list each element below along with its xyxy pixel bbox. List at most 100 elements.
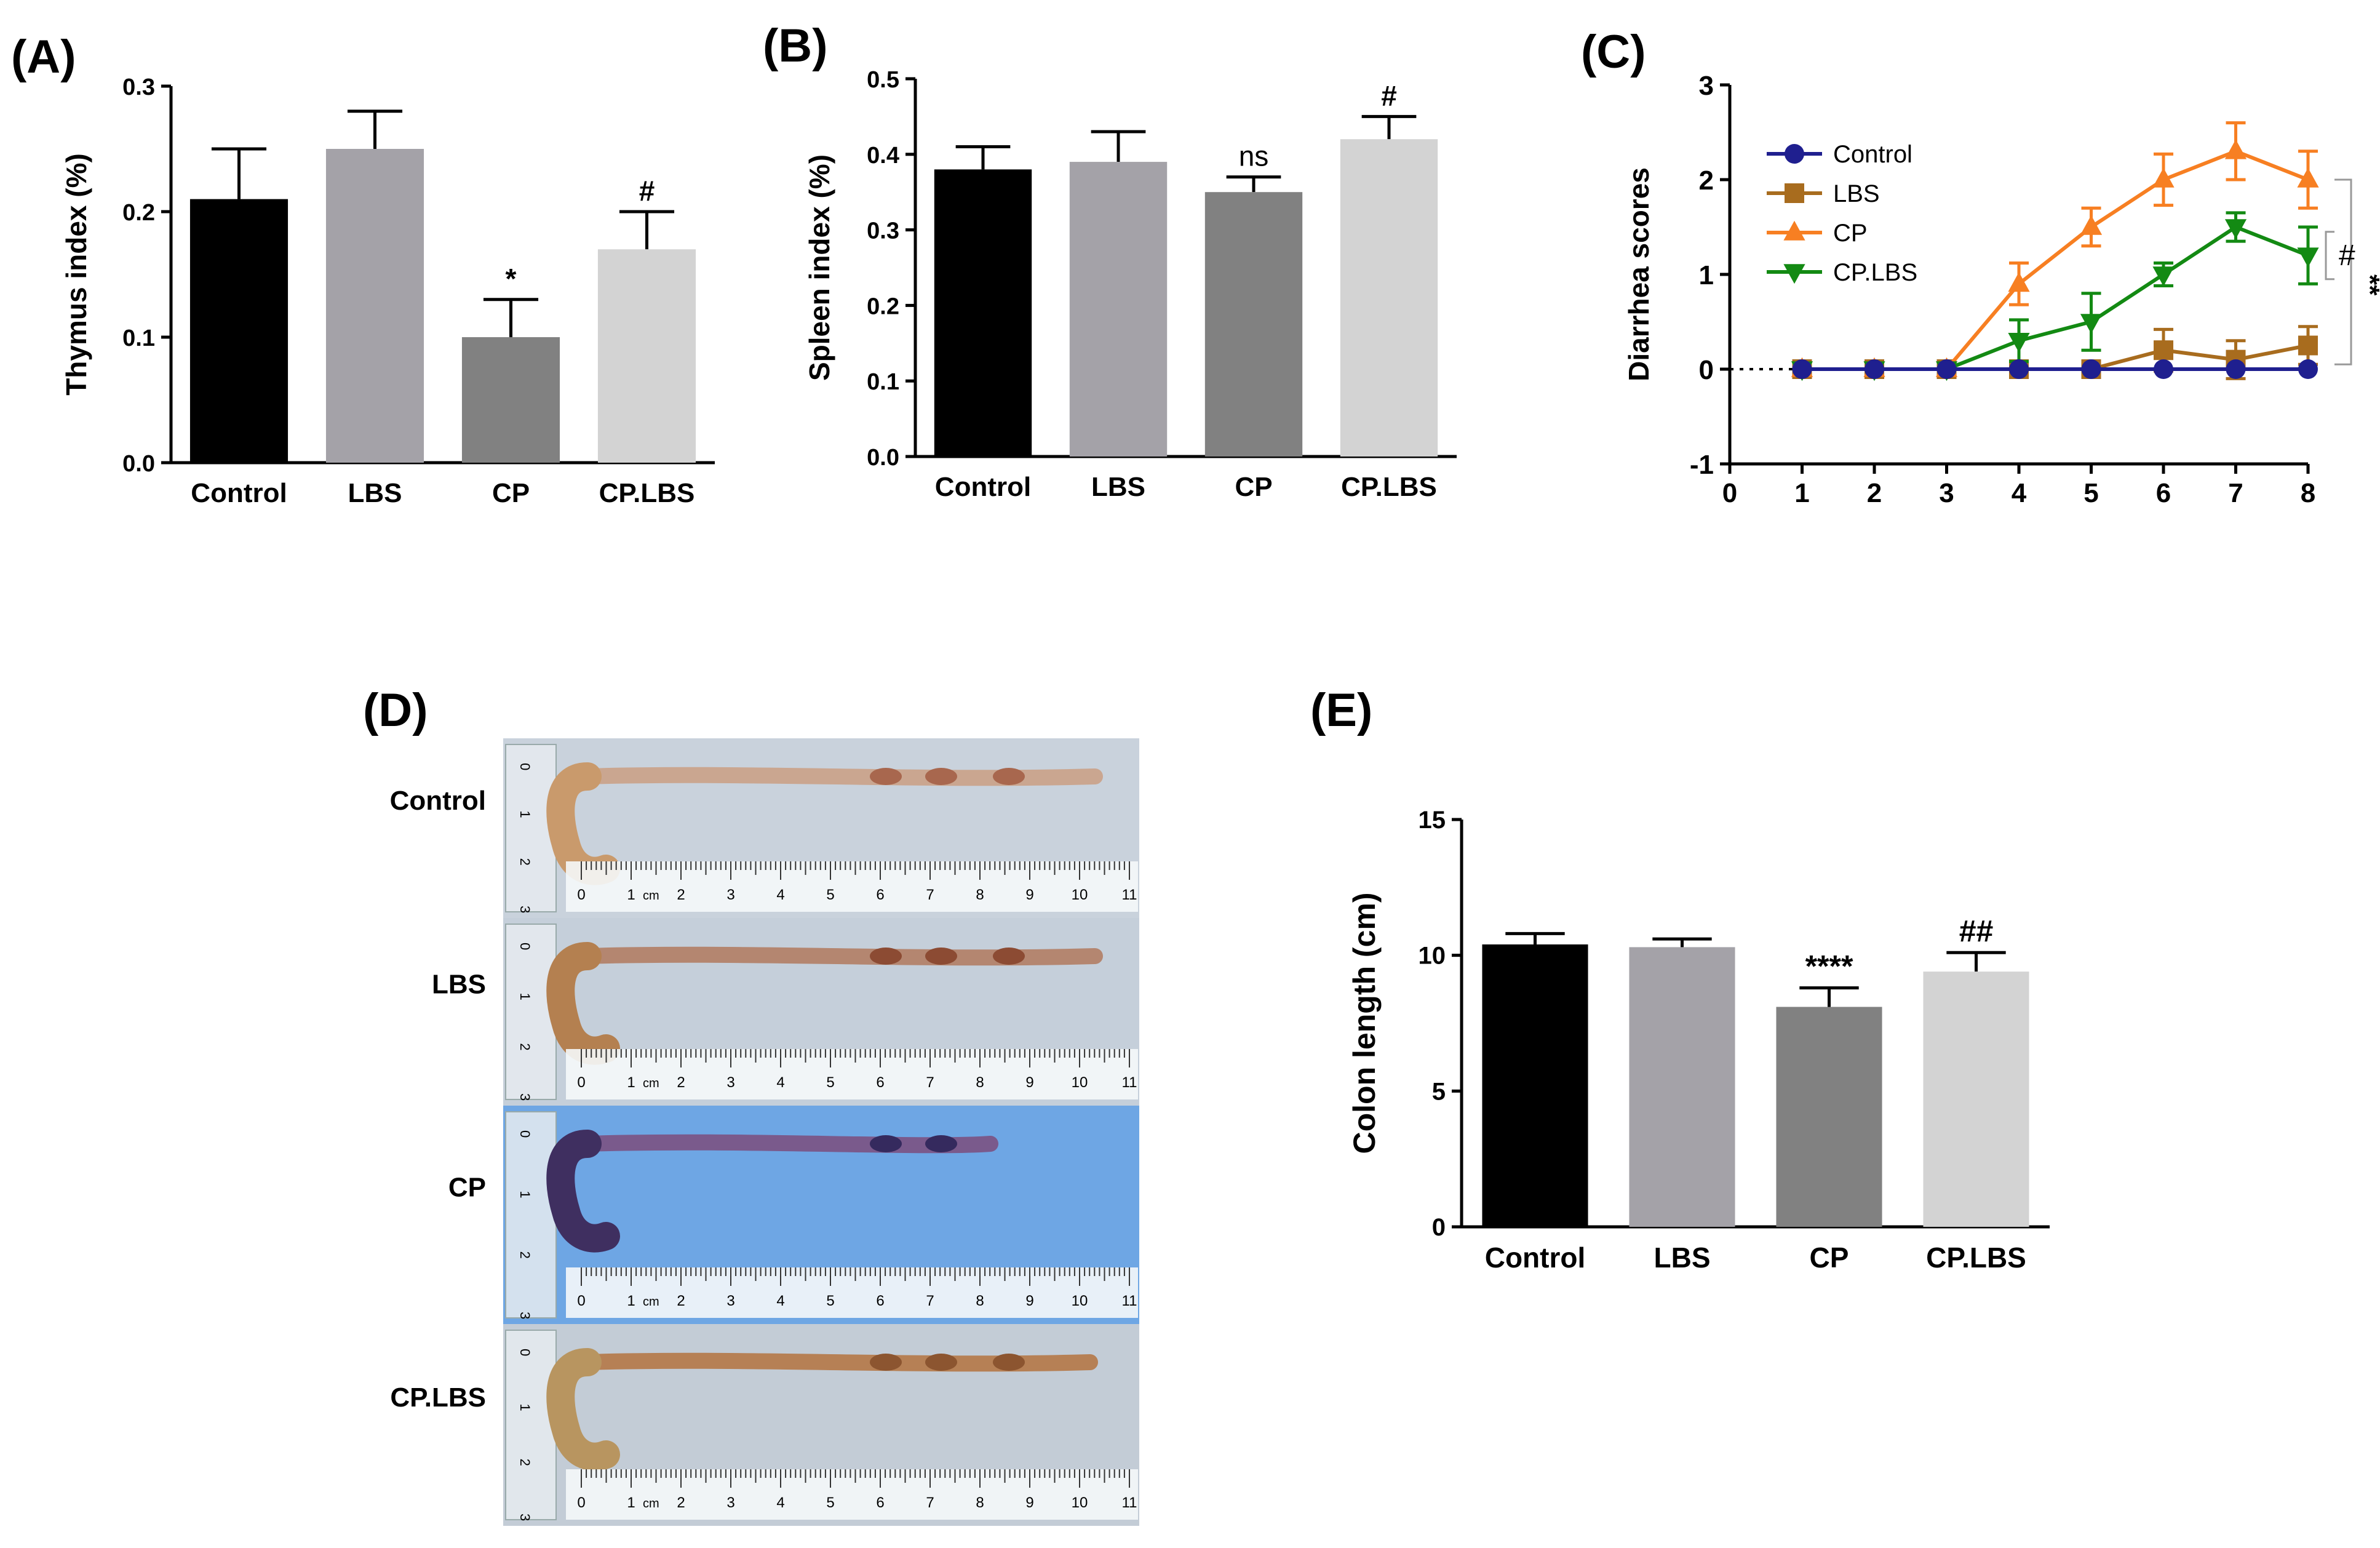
fecal-pellet (925, 1135, 957, 1152)
panel-label-c: (C) (1581, 26, 1646, 78)
horizontal-ruler (566, 1267, 1138, 1318)
x-tick-label: CP.LBS (1926, 1242, 2026, 1274)
ruler-unit: cm (643, 1497, 659, 1510)
bracket-cp-vs-cp-lbs (2334, 178, 2352, 365)
legend-marker (1785, 183, 1804, 203)
data-point (2152, 167, 2175, 188)
y-tick-label: 0.1 (122, 325, 155, 351)
ruler-number: 10 (1072, 1293, 1088, 1309)
data-point (2154, 340, 2173, 361)
vertical-ruler (505, 1330, 557, 1520)
horizontal-ruler (566, 1469, 1138, 1520)
bar-control (1482, 944, 1588, 1227)
bar-lbs (325, 149, 424, 463)
y-tick-label: -1 (1690, 450, 1714, 480)
x-tick-label: LBS (1654, 1242, 1711, 1274)
ruler-unit: cm (643, 889, 659, 903)
bar-cp-lbs (1340, 139, 1438, 457)
ruler-number: 11 (1122, 1074, 1137, 1091)
ruler-number: 2 (677, 887, 685, 903)
ruler-number: 5 (826, 1074, 834, 1091)
data-point (2224, 139, 2247, 159)
ruler-number: 6 (876, 1494, 884, 1511)
ruler-number: 4 (776, 1074, 784, 1091)
ruler-number: 3 (726, 1074, 734, 1091)
data-point (1936, 359, 1957, 379)
ruler-number: 0 (577, 1494, 585, 1511)
y-tick-label: 0.4 (867, 143, 899, 169)
data-point (1792, 359, 1812, 379)
ruler-number: 7 (926, 1074, 934, 1091)
y-tick-label: 0.2 (867, 293, 899, 319)
ruler-number: 11 (1122, 887, 1137, 903)
x-tick-label: CP (492, 478, 530, 508)
ruler-number: 9 (1025, 1293, 1033, 1309)
ruler-number: 9 (1025, 887, 1033, 903)
x-tick-label: 8 (2301, 478, 2315, 508)
x-tick-label: 3 (1939, 478, 1954, 508)
series-control (1792, 359, 2318, 379)
ruler-number: 9 (1025, 1494, 1033, 1511)
ruler-number: 1 (517, 993, 533, 1000)
ruler-number: 5 (826, 887, 834, 903)
ruler-number: 4 (776, 887, 784, 903)
ruler-number: 2 (677, 1293, 685, 1309)
panel-label-a: (A) (11, 31, 76, 83)
ruler-number: 8 (976, 1293, 984, 1309)
data-point (2297, 167, 2319, 188)
data-point (2081, 359, 2101, 379)
bar-control (934, 169, 1032, 457)
panel-label-d: (D) (363, 684, 428, 736)
significance-mark: * (506, 263, 517, 295)
ruler-number: 0 (577, 1074, 585, 1091)
y-tick-label: 2 (1699, 166, 1714, 196)
ruler-number: 1 (627, 1074, 635, 1091)
ruler-number: 3 (726, 1293, 734, 1309)
legend-label: CP (1833, 220, 1868, 247)
ruler-number: 3 (726, 1494, 734, 1511)
ruler-number: 4 (776, 1494, 784, 1511)
ruler-unit: cm (643, 1295, 659, 1309)
series-cp-lbs-line (1802, 225, 2309, 371)
y-axis-title: Colon length (cm) (1347, 893, 1382, 1154)
ruler-number: 0 (577, 887, 585, 903)
ruler-number: 2 (677, 1494, 685, 1511)
photo-row-label: Control (390, 786, 486, 816)
significance-mark: ** (2355, 274, 2380, 296)
cecum-tissue (546, 1130, 620, 1253)
significance-mark: # (2339, 239, 2355, 272)
x-tick-label: CP.LBS (599, 478, 695, 508)
fecal-pellet (993, 948, 1025, 965)
x-tick-label: CP (1235, 472, 1272, 502)
ruler-number: 8 (976, 1494, 984, 1511)
bar-cp (1204, 192, 1303, 457)
cecum-tissue (546, 1348, 620, 1471)
x-tick-label: Control (1485, 1242, 1586, 1274)
bar-cp (1776, 1007, 1882, 1227)
photo-row-cp-lbs: 0 1 2 3 0 1 2 3 4 5 6 7 8 9 10 11 cm (503, 1324, 1139, 1526)
ruler-number: 11 (1122, 1494, 1137, 1511)
bar-cp-lbs (1923, 971, 2029, 1227)
panel-label-e: (E) (1310, 684, 1372, 736)
y-tick-label: 0 (1699, 355, 1714, 385)
fecal-pellet (993, 1354, 1025, 1371)
photo-row-label: CP.LBS (390, 1382, 486, 1413)
fecal-pellet (870, 1354, 902, 1371)
chart-diarrhea-scores: -1 0 1 2 3 0 1 2 3 4 5 6 7 8 Diarrhea scores Control LBS… (1623, 71, 2380, 508)
y-tick-label: 0.0 (867, 445, 899, 471)
x-tick-label: 0 (1722, 478, 1737, 508)
bar-lbs (1629, 947, 1735, 1227)
chart-colon-length: 0 5 10 15 Colon length (cm) Control LBS CP **** C… (1347, 807, 2050, 1274)
bar-cp (461, 337, 560, 463)
data-point (2009, 359, 2029, 379)
data-point (2226, 359, 2246, 379)
photo-row-control: 0 1 2 3 0 1 2 3 4 5 6 7 8 9 10 11 cm (503, 738, 1139, 918)
data-point (2224, 219, 2247, 239)
photo-row-label: LBS (432, 970, 486, 1000)
chart-spleen-index: 0.0 0.1 0.2 0.3 0.4 0.5 Spleen index (%) Contro… (803, 67, 1457, 502)
ruler-number: 2 (517, 858, 533, 866)
y-tick-label: 0.1 (867, 369, 899, 395)
ruler-number: 2 (517, 1251, 533, 1259)
legend-marker (1785, 144, 1804, 164)
